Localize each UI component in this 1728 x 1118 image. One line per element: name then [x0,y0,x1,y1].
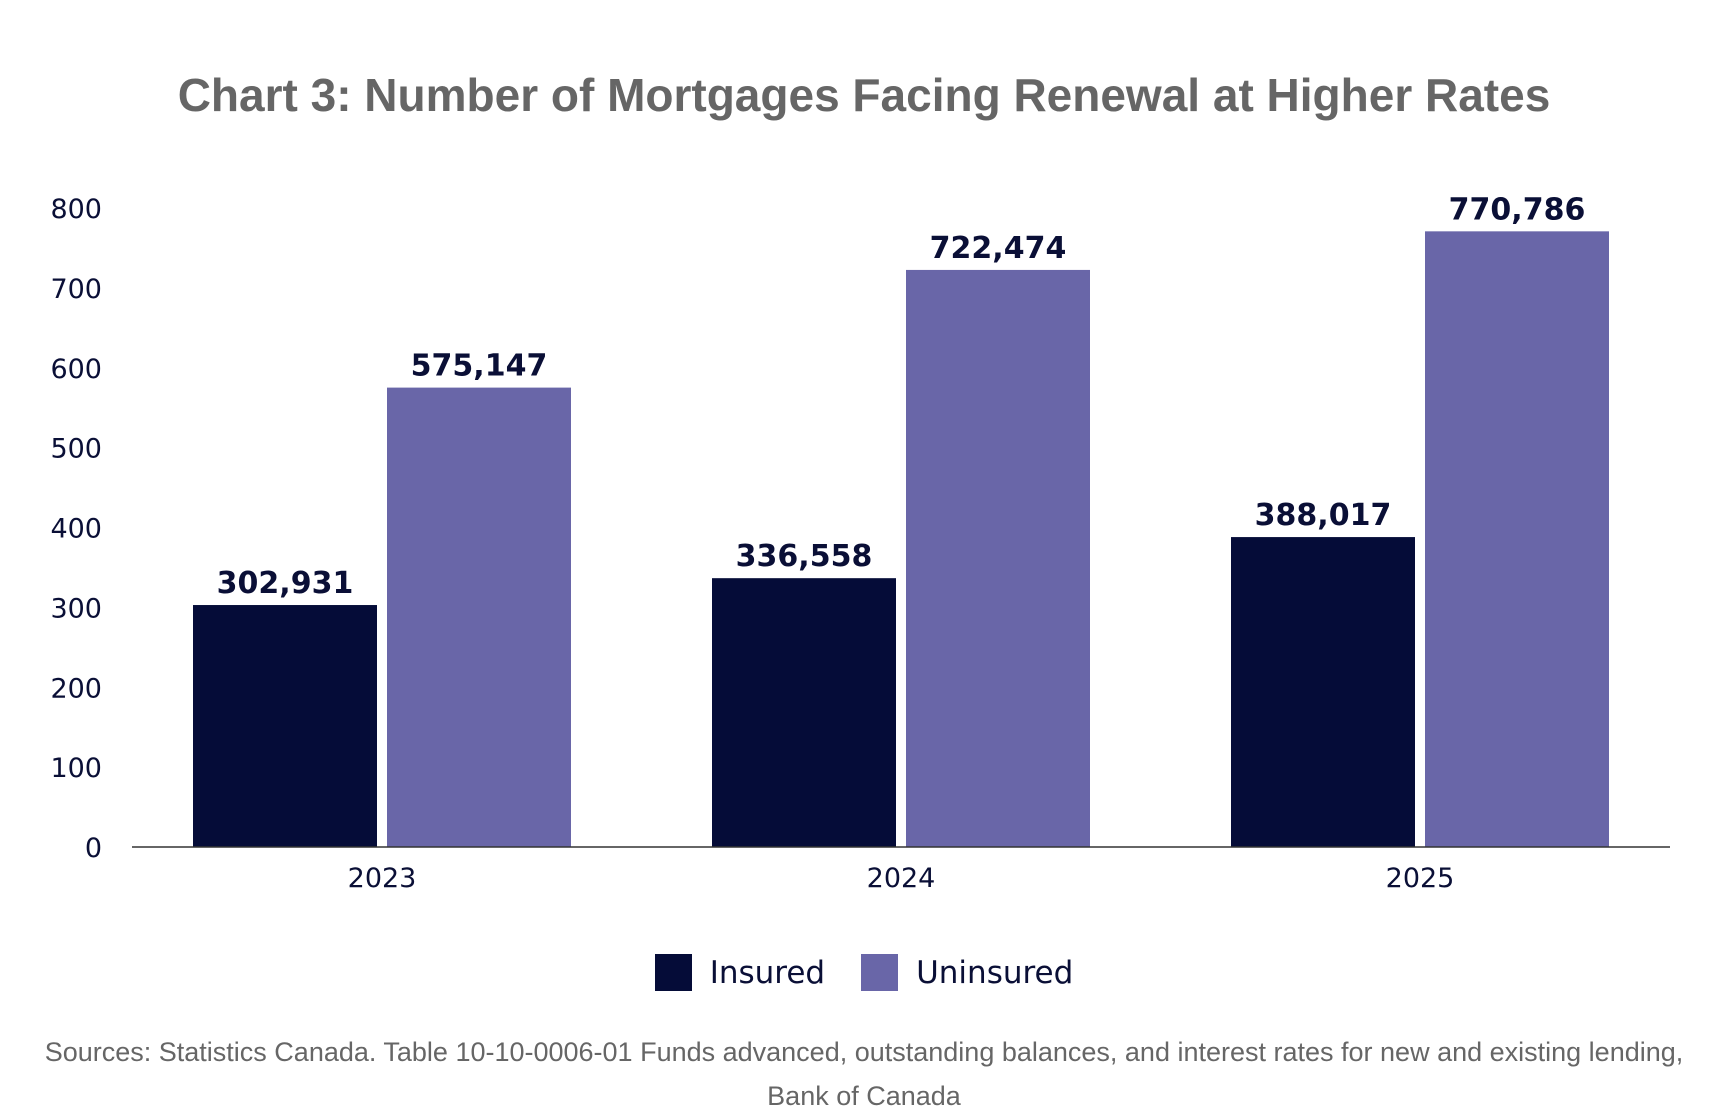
legend-item-uninsured: Uninsured [861,954,1073,991]
data-label-insured-2024: 336,558 [736,539,873,574]
y-tick-label: 100 [50,753,102,784]
data-label-uninsured-2023: 575,147 [411,349,548,384]
x-tick-label-2025: 2025 [1386,863,1455,894]
data-labels: 302,931 575,147 336,558 722,474 388,017 770,7… [217,192,1586,601]
legend-item-insured: Insured [654,954,826,991]
bar-insured-2023 [193,605,377,847]
y-tick-label: 700 [50,274,102,305]
y-tick-label: 0 [85,833,102,864]
source-note: Sources: Statistics Canada. Table 10-10-… [44,1037,1684,1111]
bar-insured-2024 [712,578,896,847]
bar-uninsured-2025 [1425,231,1609,847]
chart-title: Chart 3: Number of Mortgages Facing Rene… [177,69,1551,121]
legend-label-uninsured: Uninsured [916,954,1074,991]
data-label-insured-2023: 302,931 [217,566,354,601]
legend-label-insured: Insured [709,954,826,991]
bar-insured-2025 [1231,537,1415,847]
bars [193,231,1609,847]
legend-swatch-uninsured [861,954,899,991]
x-tick-label-2023: 2023 [348,863,417,894]
y-tick-label: 200 [50,673,102,704]
bar-uninsured-2024 [906,269,1090,847]
bar-uninsured-2023 [387,387,571,847]
data-label-insured-2025: 388,017 [1255,498,1392,533]
y-axis-ticks: 0 100 200 300 400 500 600 700 800 [50,194,102,864]
data-label-uninsured-2025: 770,786 [1449,192,1586,227]
x-tick-label-2024: 2024 [867,863,936,894]
y-tick-label: 600 [50,354,102,385]
y-tick-label: 500 [50,434,102,465]
y-tick-label: 400 [50,514,102,545]
y-tick-label: 300 [50,593,102,624]
legend: Insured Uninsured [0,954,1728,991]
legend-swatch-insured [654,954,692,991]
data-label-uninsured-2024: 722,474 [930,231,1067,266]
y-tick-label: 800 [50,194,102,225]
x-axis-ticks: 2023 2024 2025 [348,863,1455,894]
